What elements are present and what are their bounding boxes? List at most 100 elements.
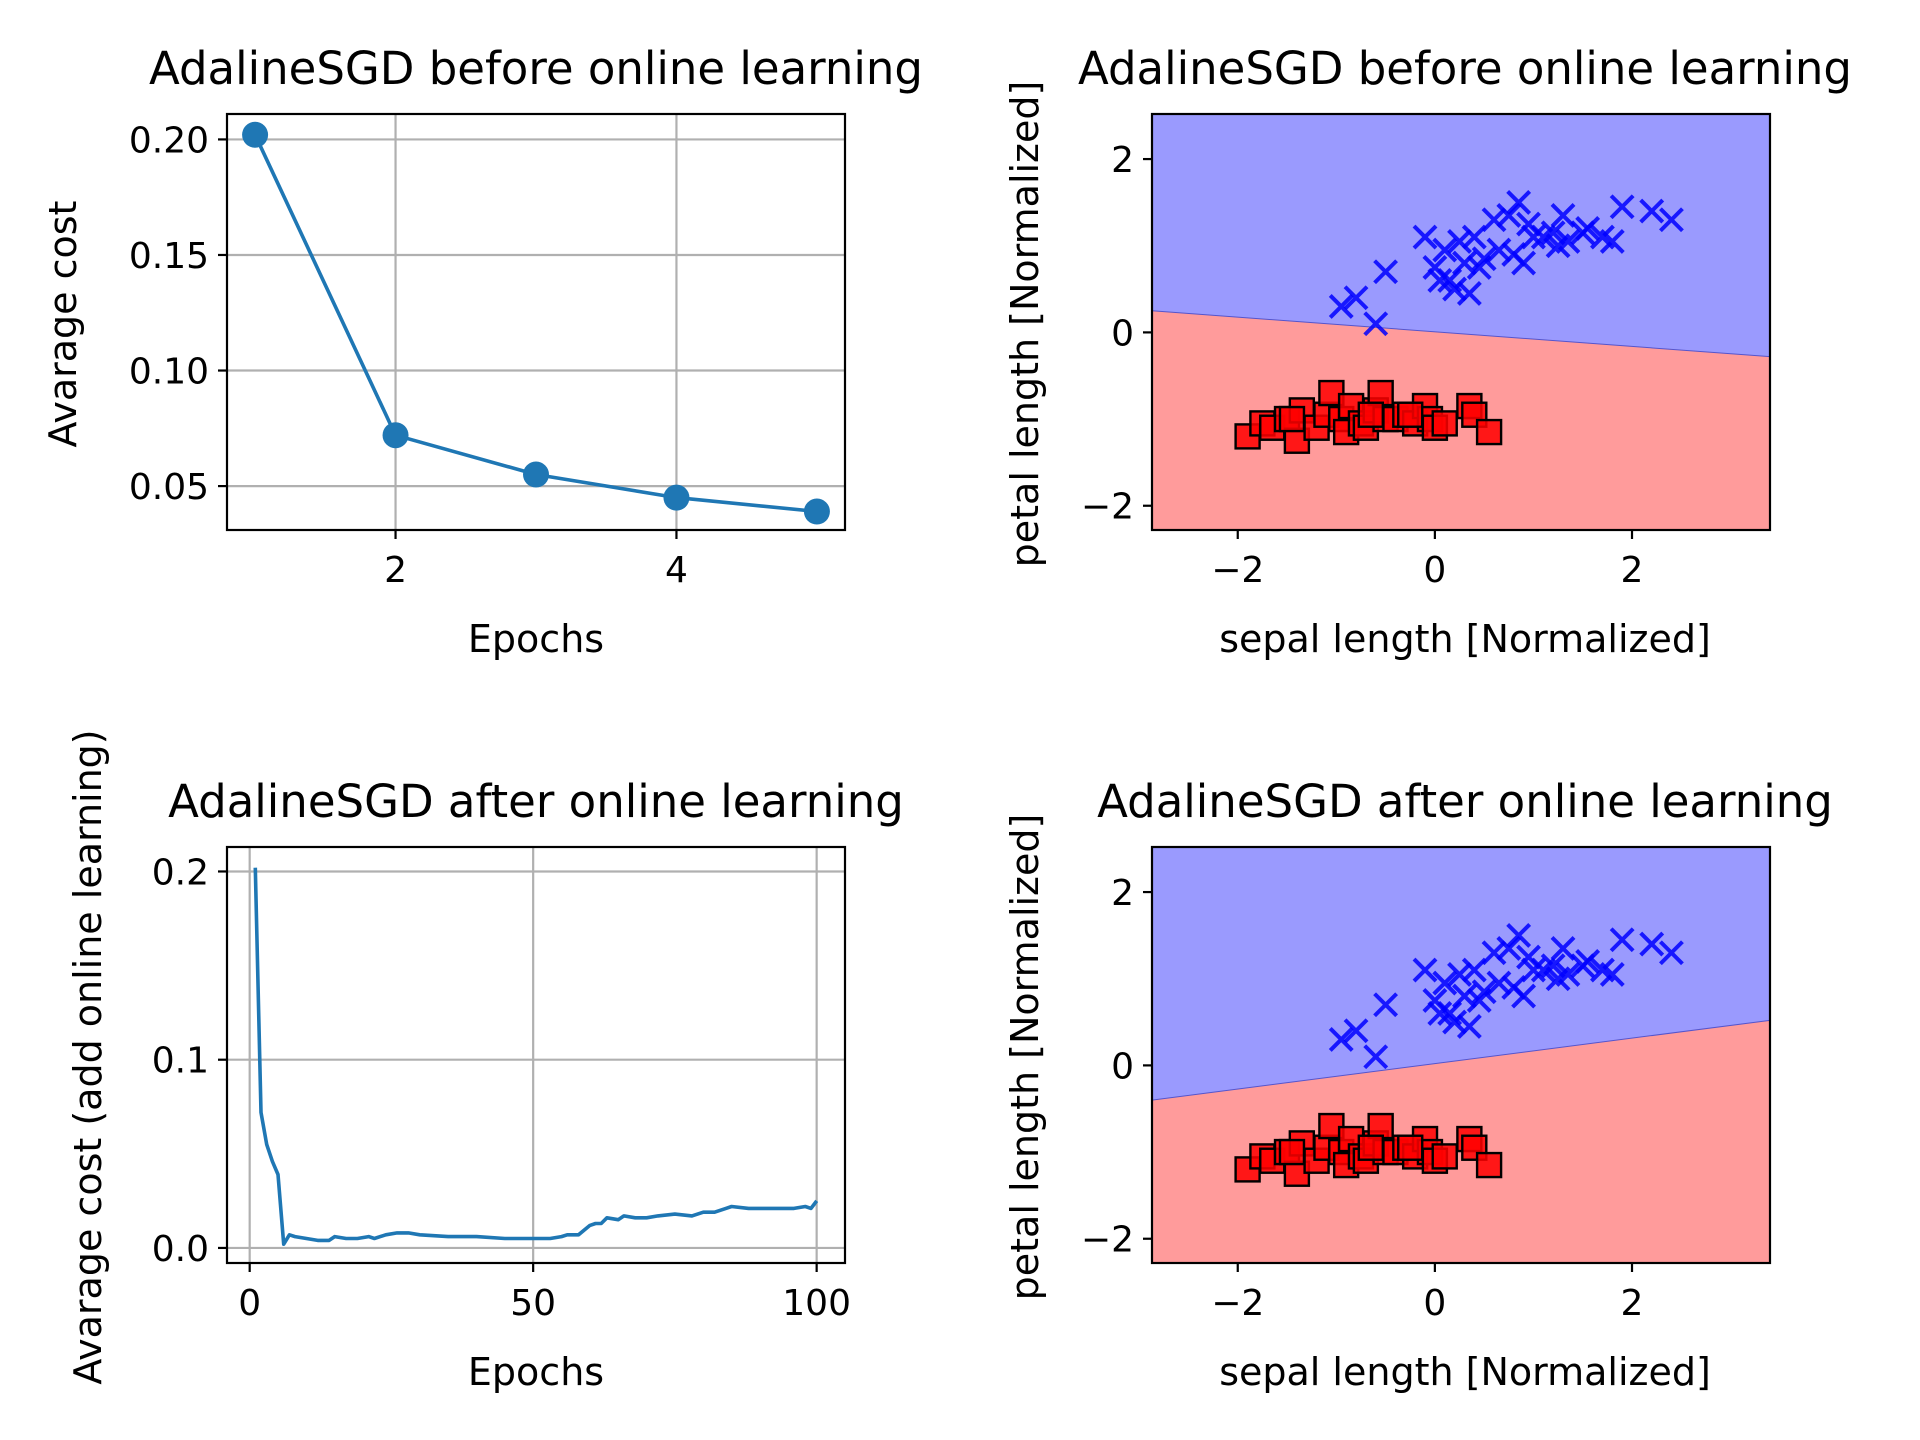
setosa-point xyxy=(1397,1134,1424,1161)
versicolor-point xyxy=(1427,267,1453,293)
versicolor-point xyxy=(1659,207,1684,233)
versicolor-point xyxy=(1511,983,1537,1009)
versicolor-point xyxy=(1328,293,1354,319)
plot-area xyxy=(227,847,845,1263)
versicolor-point xyxy=(1609,927,1635,953)
versicolor-point xyxy=(1545,966,1571,992)
y-tick-label: 0 xyxy=(1111,1046,1134,1087)
versicolor-point xyxy=(1486,970,1512,996)
axes-frame xyxy=(225,112,847,532)
versicolor-point xyxy=(1461,224,1487,250)
data-point xyxy=(523,461,549,488)
plot-area xyxy=(1152,114,1770,530)
axes-frame xyxy=(225,845,847,1265)
y-axis-label: petal length [Normalized] xyxy=(1003,814,1047,1301)
cost-line xyxy=(253,867,819,1246)
versicolor-point xyxy=(1506,189,1532,215)
region-lower xyxy=(1152,310,1770,530)
versicolor-point xyxy=(1496,202,1522,228)
versicolor-point xyxy=(1659,940,1684,966)
plot-area xyxy=(1152,847,1770,1263)
versicolor-point xyxy=(1550,935,1576,961)
versicolor-point xyxy=(1609,194,1635,220)
y-tick-label: 0.2 xyxy=(152,852,209,893)
setosa-point xyxy=(1397,401,1424,428)
versicolor-point xyxy=(1511,250,1537,276)
y-axis-label: Avarage cost (add online learning) xyxy=(66,729,110,1384)
versicolor-point xyxy=(1481,940,1507,966)
versicolor-point xyxy=(1328,1026,1354,1052)
x-tick-label: 100 xyxy=(782,1283,851,1324)
versicolor-point xyxy=(1545,233,1571,259)
x-axis-label: sepal length [Normalized] xyxy=(1219,617,1711,661)
chart-title: AdalineSGD before online learning xyxy=(149,42,923,95)
versicolor-point xyxy=(1590,224,1615,250)
versicolor-point xyxy=(1590,957,1615,983)
data-point xyxy=(663,484,690,511)
x-axis-label: Epochs xyxy=(468,617,604,661)
versicolor-point xyxy=(1412,224,1438,250)
setosa-point xyxy=(1431,1143,1458,1170)
versicolor-point xyxy=(1486,237,1512,263)
decision-regions-after: −2 0 2 −2 0 2 AdalineSGD after online learnin… xyxy=(1003,775,1833,1394)
versicolor-point xyxy=(1432,970,1458,996)
versicolor-point xyxy=(1363,311,1389,337)
x-axis-label: Epochs xyxy=(468,1350,604,1394)
x-tick-label: 0 xyxy=(1423,1283,1446,1324)
decision-boundary xyxy=(1152,310,1770,358)
data-point xyxy=(382,422,409,449)
versicolor-point xyxy=(1639,198,1665,224)
y-axis-label: petal length [Normalized] xyxy=(1003,81,1047,568)
versicolor-point xyxy=(1639,931,1665,957)
versicolor-point xyxy=(1496,935,1522,961)
y-tick-label: 2 xyxy=(1111,140,1134,181)
versicolor-point xyxy=(1447,228,1472,254)
y-tick-label: 0.05 xyxy=(129,467,209,508)
versicolor-point xyxy=(1412,957,1438,983)
versicolor-point xyxy=(1506,922,1532,948)
versicolor-point xyxy=(1521,224,1546,250)
versicolor-point xyxy=(1456,1013,1482,1039)
y-tick-label: −2 xyxy=(1081,487,1134,528)
versicolor-point xyxy=(1570,220,1596,246)
setosa-point xyxy=(1357,401,1385,428)
versicolor-point xyxy=(1521,957,1546,983)
versicolor-point xyxy=(1442,276,1468,302)
region-upper xyxy=(1152,114,1770,357)
versicolor-point xyxy=(1363,1044,1389,1070)
y-axis-label: Avarage cost xyxy=(41,201,85,448)
chart-title: AdalineSGD after online learning xyxy=(168,775,904,828)
versicolor-point xyxy=(1461,957,1487,983)
versicolor-point xyxy=(1447,961,1472,987)
versicolor-point xyxy=(1466,254,1492,280)
axes-frame xyxy=(1150,845,1772,1265)
versicolor-point xyxy=(1373,259,1399,285)
cost-chart-before: 2 4 0.05 0.10 0.15 0.20 AdalineSGD before onl… xyxy=(41,42,923,661)
y-tick-label: 0.0 xyxy=(152,1229,209,1270)
versicolor-point xyxy=(1530,224,1556,250)
y-tick-label: 0.15 xyxy=(129,236,209,277)
versicolor-point xyxy=(1442,1009,1468,1035)
y-tick-label: −2 xyxy=(1081,1220,1134,1261)
chart-title: AdalineSGD before online learning xyxy=(1078,42,1852,95)
versicolor-point xyxy=(1427,1000,1453,1026)
setosa-point xyxy=(1475,418,1503,446)
x-tick-label: 2 xyxy=(384,550,407,591)
setosa-point xyxy=(1278,1138,1306,1166)
y-tick-label: 0 xyxy=(1111,313,1134,354)
cost-chart-after: 0 50 100 0.0 0.1 0.2 AdalineSGD after online … xyxy=(66,729,904,1394)
x-tick-label: 50 xyxy=(510,1283,556,1324)
x-tick-label: −2 xyxy=(1211,550,1264,591)
versicolor-point xyxy=(1550,202,1576,228)
x-tick-label: 2 xyxy=(1621,550,1644,591)
chart-title: AdalineSGD after online learning xyxy=(1097,775,1833,828)
setosa-point xyxy=(1278,405,1306,433)
versicolor-point xyxy=(1481,207,1507,233)
cost-line xyxy=(253,134,818,514)
decision-boundary xyxy=(1152,1019,1770,1101)
decision-regions-before: −2 0 2 −2 0 2 AdalineSGD before online learni… xyxy=(1003,42,1852,661)
setosa-point xyxy=(1367,1112,1394,1140)
x-tick-label: 0 xyxy=(1423,550,1446,591)
x-tick-label: 2 xyxy=(1621,1283,1644,1324)
